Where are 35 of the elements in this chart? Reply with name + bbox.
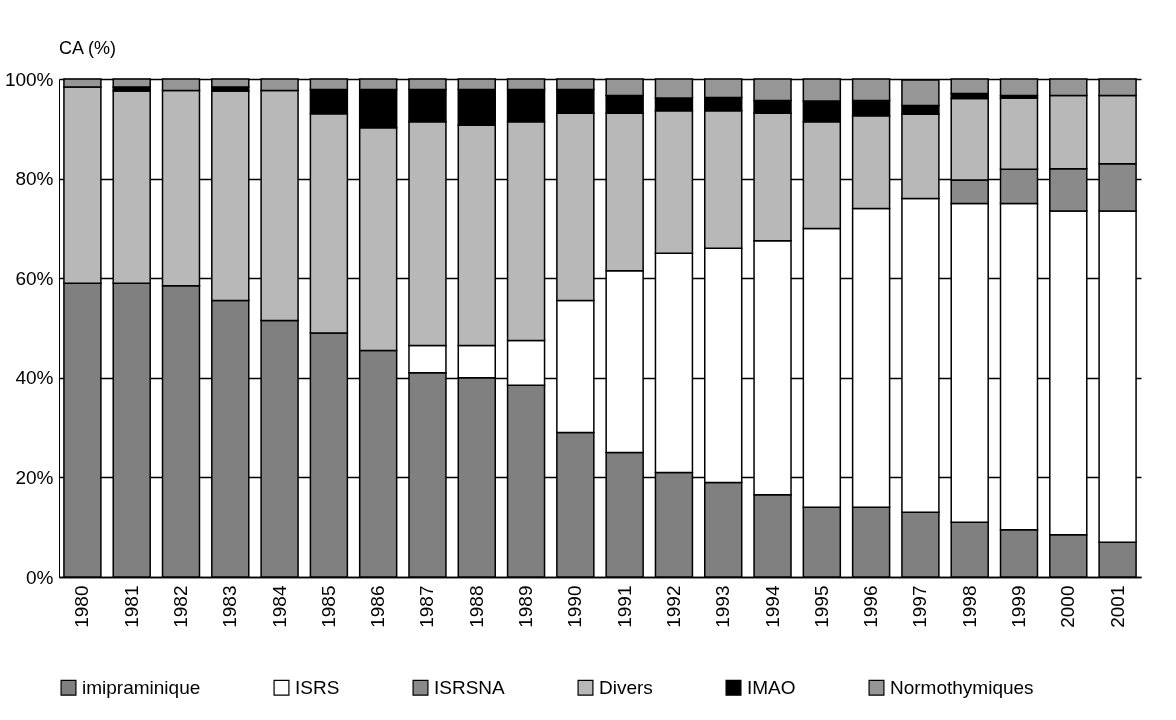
x-tick-label: 1983 (219, 585, 241, 628)
x-tick-label: 1987 (416, 585, 438, 628)
x-tick-label: 1996 (860, 585, 882, 628)
y-tick-label: 20% (15, 466, 54, 488)
legend-label: ISRSNA (434, 676, 506, 698)
x-tick-label: 1988 (465, 585, 487, 628)
y-tick-label: 0% (26, 566, 54, 588)
x-tick-label: 1994 (761, 585, 783, 628)
y-tick-label: 40% (15, 367, 54, 389)
x-tick-label: 1989 (515, 585, 537, 628)
legend-label: IMAO (747, 676, 796, 698)
x-tick-label: 1986 (367, 585, 389, 628)
y-tick-label: 80% (15, 168, 54, 190)
x-tick-label: 1998 (958, 585, 980, 628)
legend-label: Normothymiques (890, 676, 1034, 698)
y-tick-label: 100% (4, 68, 54, 90)
x-tick-label: 1999 (1008, 585, 1029, 628)
x-tick-label: 1980 (71, 585, 93, 628)
legend-label: ISRS (295, 676, 340, 698)
x-tick-label: 1993 (712, 585, 734, 628)
legend-label: imipraminique (82, 676, 201, 698)
x-tick-label: 2001 (1106, 585, 1128, 628)
y-tick-label: 60% (15, 267, 54, 289)
x-tick-label: 1990 (564, 585, 586, 628)
x-tick-label: 1982 (170, 585, 191, 628)
x-tick-label: 1991 (613, 585, 635, 628)
x-tick-label: 1995 (810, 585, 832, 628)
y-axis-title: CA (%) (59, 38, 117, 58)
x-tick-label: 1984 (268, 585, 290, 628)
x-tick-label: 2000 (1057, 585, 1079, 628)
x-tick-label: 1997 (909, 585, 931, 628)
x-tick-label: 1985 (317, 585, 339, 628)
legend-label: Divers (599, 676, 653, 698)
x-tick-label: 1992 (662, 585, 684, 628)
x-tick-label: 1981 (120, 585, 142, 628)
